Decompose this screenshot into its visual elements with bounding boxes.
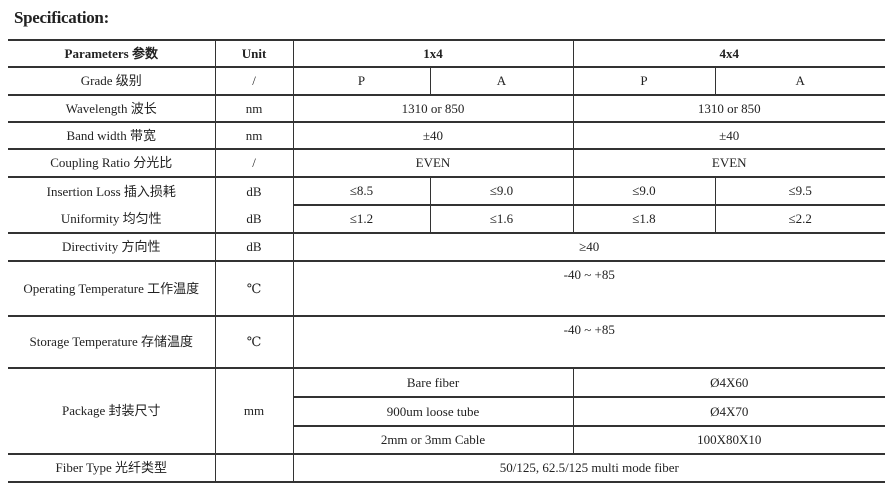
header-unit: Unit — [214, 39, 294, 68]
value-cell: ≤8.5 — [292, 176, 431, 206]
param-label: Coupling Ratio 分光比 — [8, 148, 216, 178]
param-label: Band width 带宽 — [8, 121, 216, 150]
table-row-directivity: Directivity 方向性 dB ≥40 — [8, 232, 885, 262]
param-label: Insertion Loss 插入损耗 — [8, 176, 216, 205]
package-size: Ø4X70 — [572, 396, 885, 427]
value-cell: A — [429, 66, 574, 96]
param-label: Uniformity 均匀性 — [8, 205, 216, 234]
table-row-uniformity: Uniformity 均匀性 dB ≤1.2 ≤1.6 ≤1.8 ≤2.2 — [8, 204, 885, 234]
value-cell: ±40 — [292, 121, 574, 150]
value-cell: 1310 or 850 — [572, 94, 885, 123]
unit-cell: ℃ — [214, 315, 294, 369]
package-size: Ø4X60 — [572, 367, 885, 398]
value-cell: P — [292, 66, 431, 96]
value-cell: ≤1.6 — [429, 204, 574, 234]
package-type: 2mm or 3mm Cable — [293, 425, 574, 455]
unit-cell: / — [214, 66, 294, 96]
unit-cell: nm — [214, 94, 294, 123]
param-label: Grade 级别 — [8, 66, 216, 96]
package-type: Bare fiber — [292, 367, 574, 398]
param-label: Package 封装尺寸 — [8, 367, 216, 455]
package-size: 100X80X10 — [572, 425, 885, 455]
param-label: Storage Temperature 存储温度 — [8, 315, 216, 369]
table-row-wavelength: Wavelength 波长 nm 1310 or 850 1310 or 850 — [8, 94, 885, 123]
value-cell: P — [572, 66, 716, 96]
table-row-storage-temperature: Storage Temperature 存储温度 ℃ -40 ~ +85 — [8, 315, 885, 369]
param-label: Operating Temperature 工作温度 — [8, 260, 216, 317]
param-label: Directivity 方向性 — [8, 232, 216, 262]
unit-cell: dB — [214, 232, 294, 262]
unit-cell: dB — [214, 205, 294, 234]
param-label: Fiber Type 光纤类型 — [8, 453, 216, 483]
table-row-package: Package 封装尺寸 mm Bare fiber Ø4X60 — [8, 367, 885, 455]
value-cell: ≤9.0 — [572, 176, 716, 206]
unit-cell: mm — [214, 367, 294, 455]
specification-table: Parameters 参数 Unit 1x4 4x4 Grade 级别 / P … — [8, 39, 885, 483]
header-row: Parameters 参数 Unit 1x4 4x4 — [8, 39, 885, 68]
value-cell: EVEN — [572, 148, 885, 178]
unit-cell: ℃ — [214, 260, 294, 317]
table-row-insertion-loss: Insertion Loss 插入损耗 dB ≤8.5 ≤9.0 ≤9.0 ≤9… — [8, 176, 885, 206]
value-cell: ±40 — [572, 121, 885, 150]
unit-cell: dB — [214, 176, 294, 205]
value-cell: ≥40 — [292, 232, 885, 262]
table-row-package: 2mm or 3mm Cable 100X80X10 — [8, 425, 885, 455]
table-row-operating-temperature: Operating Temperature 工作温度 ℃ -40 ~ +85 — [8, 260, 885, 317]
param-label: Wavelength 波长 — [8, 94, 216, 123]
value-cell: ≤9.5 — [714, 176, 885, 206]
value-cell: ≤1.2 — [292, 204, 431, 234]
header-4x4: 4x4 — [572, 39, 885, 68]
value-cell: 50/125, 62.5/125 multi mode fiber — [292, 453, 885, 483]
table-row-package: 900um loose tube Ø4X70 — [8, 396, 885, 427]
value-cell: ≤2.2 — [714, 204, 885, 234]
value-cell: A — [714, 66, 885, 96]
header-param: Parameters 参数 — [8, 39, 216, 68]
package-type: 900um loose tube — [293, 396, 574, 427]
value-cell: ≤9.0 — [429, 176, 574, 206]
value-cell: -40 ~ +85 — [292, 315, 885, 369]
unit-cell: / — [214, 148, 294, 178]
table-row-coupling: Coupling Ratio 分光比 / EVEN EVEN — [8, 148, 885, 178]
table-row-bandwidth: Band width 带宽 nm ±40 ±40 — [8, 121, 885, 150]
value-cell: ≤1.8 — [572, 204, 716, 234]
unit-cell: nm — [214, 121, 294, 150]
table-row-fiber-type: Fiber Type 光纤类型 50/125, 62.5/125 multi m… — [8, 453, 885, 483]
value-cell: -40 ~ +85 — [292, 260, 885, 317]
header-1x4: 1x4 — [292, 39, 574, 68]
value-cell: 1310 or 850 — [292, 94, 574, 123]
table-row-grade: Grade 级别 / P A P A — [8, 66, 885, 96]
unit-cell — [214, 453, 294, 483]
value-cell: EVEN — [292, 148, 574, 178]
page-title: Specification: — [14, 8, 109, 27]
